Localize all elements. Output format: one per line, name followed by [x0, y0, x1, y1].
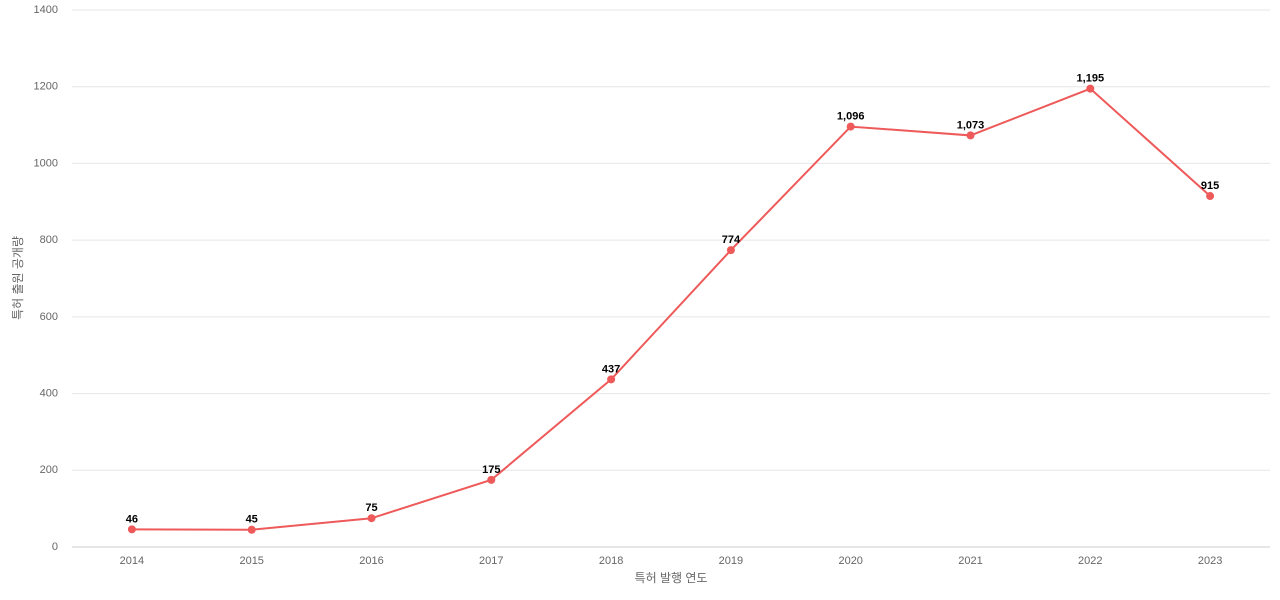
x-tick-label: 2014 — [120, 555, 144, 567]
x-tick-label: 2020 — [838, 555, 862, 567]
point — [487, 475, 496, 484]
y-tick-label: 400 — [40, 387, 58, 399]
y-tick-label: 1000 — [34, 157, 58, 169]
y-tick-label: 800 — [40, 234, 58, 246]
x-tick-label: 2021 — [958, 555, 982, 567]
value-label: 45 — [246, 514, 258, 526]
x-tick-label: 2018 — [599, 555, 623, 567]
x-tick-label: 2022 — [1078, 555, 1102, 567]
point — [127, 525, 136, 534]
x-tick-label: 2019 — [719, 555, 743, 567]
value-label: 915 — [1201, 180, 1219, 192]
point — [367, 514, 376, 523]
value-label: 1,195 — [1077, 73, 1105, 85]
x-tick-label: 2015 — [239, 555, 263, 567]
x-axis-label: 특허 발행 연도 — [635, 570, 708, 585]
point — [247, 525, 256, 534]
value-label: 774 — [722, 234, 741, 246]
point — [846, 122, 855, 131]
value-label: 437 — [602, 363, 620, 375]
value-label: 75 — [365, 502, 377, 514]
y-tick-label: 0 — [52, 541, 58, 553]
value-label: 1,096 — [837, 111, 865, 123]
y-axis-label: 특허 출원 공개량 — [11, 236, 25, 320]
y-tick-label: 200 — [40, 464, 58, 476]
point — [1206, 192, 1215, 201]
point — [1086, 84, 1095, 93]
point — [726, 246, 735, 255]
point — [966, 131, 975, 140]
line — [131, 87, 1211, 531]
y-tick-label: 1200 — [34, 81, 58, 93]
value-label: 46 — [126, 513, 138, 525]
value-label: 175 — [482, 464, 500, 476]
x-tick-label: 2023 — [1198, 555, 1222, 567]
y-tick-label: 600 — [40, 311, 58, 323]
value-label: 1,073 — [957, 119, 985, 131]
y-tick-label: 1400 — [34, 4, 58, 16]
point — [607, 375, 616, 384]
x-tick-label: 2016 — [359, 555, 383, 567]
x-tick-label: 2017 — [479, 555, 503, 567]
